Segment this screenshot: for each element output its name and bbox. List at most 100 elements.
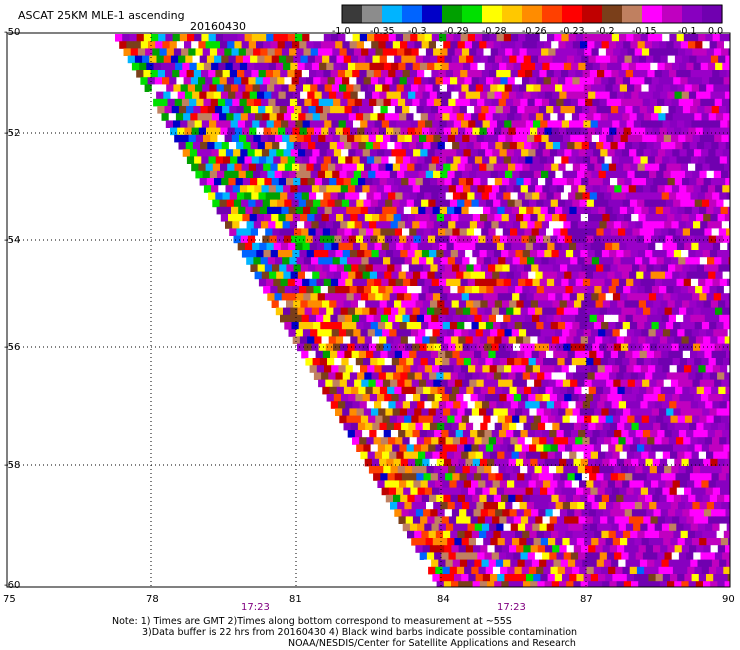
mle-cell [592, 185, 601, 193]
mle-cell [542, 552, 550, 560]
mle-cell [631, 386, 640, 395]
mle-cell [264, 264, 273, 272]
mle-cell [405, 149, 414, 157]
mle-cell [386, 336, 394, 344]
mle-cell [658, 199, 667, 208]
mle-cell [719, 192, 727, 200]
mle-cell [721, 221, 730, 229]
mle-cell [388, 365, 397, 373]
mle-cell [559, 178, 568, 186]
mle-cell [625, 70, 634, 78]
mle-cell [398, 185, 406, 193]
mle-cell [644, 566, 652, 575]
mle-cell [512, 466, 521, 474]
mle-cell [636, 516, 644, 524]
mle-cell [388, 437, 396, 445]
mle-cell [258, 156, 267, 164]
mle-cell [598, 48, 607, 56]
mle-cell [604, 242, 613, 251]
mle-cell [396, 120, 404, 128]
mle-cell [492, 113, 501, 121]
mle-cell [418, 170, 427, 179]
mle-cell [410, 365, 418, 373]
mle-cell [721, 379, 729, 388]
mle-cell [504, 293, 513, 301]
mle-cell [629, 271, 637, 280]
mle-cell [533, 206, 541, 215]
mle-cell [180, 120, 188, 128]
mle-cell [544, 91, 553, 100]
mle-cell [590, 278, 598, 287]
mle-cell [307, 55, 316, 64]
mle-cell [169, 41, 178, 49]
mle-cell [357, 250, 365, 258]
mle-cell [401, 300, 409, 308]
mle-cell [680, 322, 688, 330]
mle-cell [478, 77, 487, 85]
mle-cell [371, 163, 379, 172]
mle-cell [664, 430, 673, 438]
mle-cell [625, 523, 634, 532]
mle-cell [385, 408, 393, 416]
mle-cell [645, 250, 653, 258]
mle-cell [641, 48, 650, 56]
colorbar-frame [341, 4, 723, 24]
mle-cell [342, 408, 350, 416]
mle-cell [396, 206, 405, 215]
mle-cell [421, 286, 430, 294]
mle-cell [441, 185, 450, 193]
mle-cell [424, 437, 432, 445]
mle-cell [690, 437, 698, 445]
mle-cell [626, 451, 635, 460]
mle-cell [611, 156, 620, 164]
mle-cell [453, 156, 461, 164]
mle-cell [473, 422, 481, 431]
mle-cell [534, 379, 542, 388]
mle-cell [317, 48, 326, 56]
mle-cell [431, 437, 439, 445]
mle-cell [480, 545, 488, 553]
mle-cell [350, 91, 359, 100]
mle-cell [592, 516, 601, 524]
mle-cell [715, 480, 724, 488]
mle-cell [428, 286, 437, 294]
mle-cell [479, 163, 487, 172]
mle-cell [380, 437, 389, 445]
mle-cell [369, 149, 378, 157]
mle-cell [678, 466, 687, 474]
mle-cell [150, 70, 159, 78]
mle-cell [430, 55, 438, 64]
mle-cell [423, 350, 432, 359]
mle-cell [674, 55, 683, 64]
mle-cell [509, 300, 517, 308]
mle-cell [471, 480, 479, 488]
mle-cell [474, 228, 482, 236]
mle-cell [410, 34, 418, 42]
mle-cell [140, 77, 148, 85]
mle-cell [354, 257, 362, 265]
mle-cell [381, 365, 390, 373]
mle-cell [281, 48, 290, 56]
mle-cell [489, 242, 498, 251]
mle-cell [428, 322, 436, 330]
mle-cell [453, 242, 462, 251]
mle-cell [311, 62, 320, 71]
mle-cell [544, 41, 552, 49]
mle-cell [547, 487, 555, 496]
mle-cell [353, 120, 361, 128]
mle-cell [688, 91, 697, 100]
mle-cell [585, 98, 593, 107]
mle-cell [143, 34, 152, 42]
mle-cell [546, 350, 554, 359]
mle-cell [127, 55, 136, 64]
mle-cell [690, 278, 699, 287]
mle-cell [717, 494, 725, 503]
mle-cell [432, 365, 440, 373]
mle-cell [399, 444, 407, 452]
mle-cell [569, 120, 577, 128]
mle-cell [383, 98, 392, 107]
mle-cell [487, 458, 495, 467]
mle-cell [668, 106, 677, 114]
mle-cell [395, 34, 404, 42]
mle-cell [346, 329, 354, 337]
